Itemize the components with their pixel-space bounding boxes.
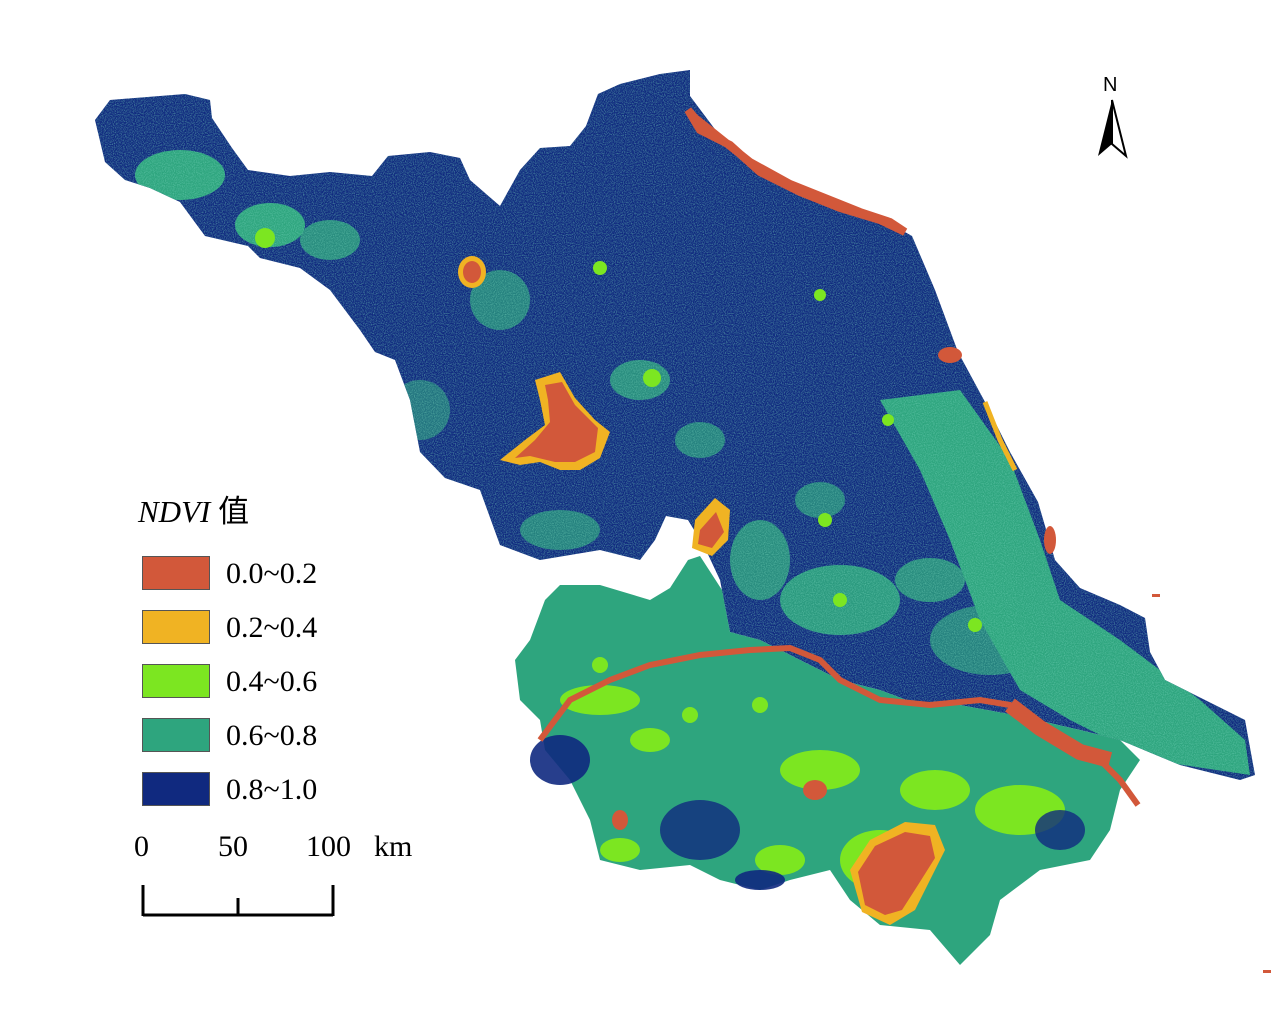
islets [1152,594,1271,973]
legend-title: NDVI 值 [138,490,398,534]
north-label: N [1103,74,1118,96]
legend-item-label: 0.2~0.4 [226,611,318,644]
scale-tick-0: 0 [134,830,149,863]
north-arrow-icon [1098,99,1128,159]
scale-bar: 0 50 100 km [130,830,450,930]
legend-swatch [142,610,210,644]
legend-title-suffix: 值 [218,494,250,529]
legend-item-label: 0.8~1.0 [226,773,318,806]
legend-swatch [142,664,210,698]
south-dense-patches [530,735,1085,890]
coastal-flats [684,107,908,236]
legend-item-label: 0.4~0.6 [226,665,318,698]
legend-swatch [142,772,210,806]
legend: NDVI 值 0.0~0.2 0.2~0.4 0.4~0.6 0.6~0.8 0… [138,490,398,806]
legend-swatch [142,556,210,590]
legend-item: 0.6~0.8 [142,718,402,758]
scale-bar-graphic [141,885,335,917]
legend-item: 0.2~0.4 [142,610,402,650]
legend-item: 0.0~0.2 [142,556,402,596]
legend-item: 0.4~0.6 [142,664,402,704]
scale-unit: km [374,830,413,863]
legend-title-ndvi: NDVI [138,494,211,529]
scale-tick-100: 100 [306,830,351,863]
legend-item-label: 0.0~0.2 [226,557,318,590]
lakes [458,256,1056,925]
scale-tick-50: 50 [218,830,248,863]
legend-item-label: 0.6~0.8 [226,719,318,752]
urban-spots [255,228,982,723]
legend-swatch [142,718,210,752]
legend-item: 0.8~1.0 [142,772,402,812]
